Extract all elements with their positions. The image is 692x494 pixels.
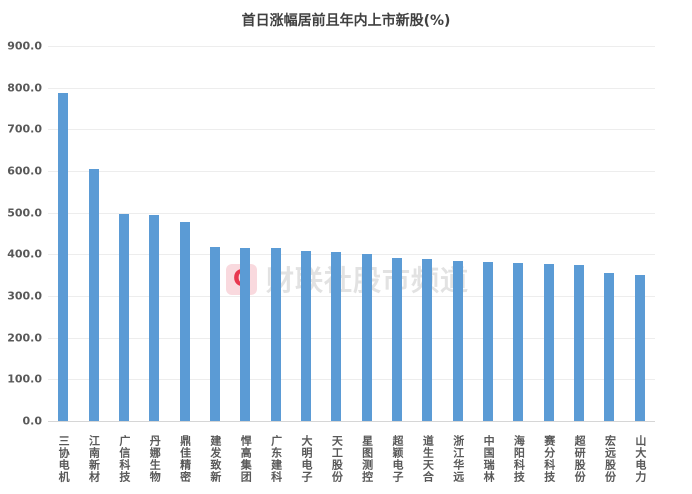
x-tick-label: 中国瑞林 bbox=[482, 435, 496, 483]
y-tick-label: 0.0 bbox=[22, 414, 43, 428]
x-tick-label: 天工股份 bbox=[330, 435, 344, 483]
gridline bbox=[48, 129, 655, 131]
gridline bbox=[48, 296, 655, 297]
bar-宏远股份 bbox=[604, 273, 615, 421]
bar-道生天合 bbox=[422, 259, 433, 421]
bar-超研股份 bbox=[574, 265, 585, 421]
gridline bbox=[48, 212, 655, 214]
bar-山大电力 bbox=[634, 275, 645, 421]
x-tick-label: 鼎佳精密 bbox=[178, 435, 192, 483]
bar-星图测控 bbox=[361, 254, 372, 421]
x-tick-label: 星图测控 bbox=[360, 435, 374, 483]
x-tick-label: 三协电机 bbox=[57, 435, 71, 483]
watermark: C 财联社股市频道 bbox=[226, 263, 469, 297]
x-axis: 三协电机 江南新材 广信科技 丹娜生物 鼎佳精密 建发致新 悍高集团 广东建科 大明电子 天工股份… bbox=[48, 427, 655, 493]
x-tick-label: 道生天合 bbox=[421, 435, 435, 483]
y-tick-label: 900.0 bbox=[7, 39, 42, 53]
y-tick-label: 200.0 bbox=[7, 331, 42, 345]
gridline bbox=[48, 87, 655, 89]
bar-建发致新 bbox=[209, 247, 220, 421]
y-axis: 900.0 800.0 700.0 600.0 500.0 400.0 300.0 200.0… bbox=[0, 0, 42, 494]
y-tick-label: 800.0 bbox=[7, 81, 42, 95]
bar-悍高集团 bbox=[240, 248, 251, 421]
gridline bbox=[48, 171, 655, 172]
x-tick-label: 山大电力 bbox=[633, 435, 647, 483]
bar-广东建科 bbox=[270, 248, 281, 421]
x-tick-label: 江南新材 bbox=[87, 435, 101, 483]
y-tick-label: 300.0 bbox=[7, 289, 42, 303]
y-tick-label: 100.0 bbox=[7, 372, 42, 386]
bar-三协电机 bbox=[58, 93, 69, 421]
bar-丹娜生物 bbox=[149, 215, 160, 421]
y-tick-label: 500.0 bbox=[7, 206, 42, 220]
bar-天工股份 bbox=[331, 252, 342, 421]
bar-超颖电子 bbox=[392, 258, 403, 421]
x-tick-label: 超颖电子 bbox=[391, 435, 405, 483]
chart-title: 首日涨幅居前且年内上市新股(%) bbox=[241, 13, 451, 29]
y-tick-label: 400.0 bbox=[7, 247, 42, 261]
x-tick-label: 悍高集团 bbox=[239, 435, 253, 483]
gridline bbox=[48, 379, 655, 381]
gridline bbox=[48, 254, 655, 256]
bar-广信科技 bbox=[118, 214, 129, 421]
x-tick-label: 浙江华远 bbox=[451, 435, 465, 483]
x-tick-label: 丹娜生物 bbox=[148, 435, 162, 483]
x-tick-label: 赛分科技 bbox=[542, 435, 556, 483]
x-tick-label: 广东建科 bbox=[269, 435, 283, 483]
bar-大明电子 bbox=[300, 251, 311, 421]
gridline bbox=[48, 46, 655, 47]
bar-赛分科技 bbox=[543, 264, 554, 421]
bar-中国瑞林 bbox=[483, 262, 494, 421]
bar-海阳科技 bbox=[513, 263, 524, 421]
x-tick-label: 建发致新 bbox=[208, 435, 222, 483]
bar-鼎佳精密 bbox=[179, 222, 190, 421]
bar-江南新材 bbox=[88, 169, 99, 421]
x-tick-label: 海阳科技 bbox=[512, 435, 526, 483]
x-tick-label: 宏远股份 bbox=[603, 435, 617, 483]
y-tick-label: 600.0 bbox=[7, 164, 42, 178]
plot-area bbox=[48, 46, 655, 422]
y-tick-label: 700.0 bbox=[7, 122, 42, 136]
x-tick-label: 广信科技 bbox=[117, 435, 131, 483]
bar-浙江华远 bbox=[452, 261, 463, 421]
gridline bbox=[48, 337, 655, 339]
x-tick-label: 超研股份 bbox=[573, 435, 587, 483]
x-tick-label: 大明电子 bbox=[299, 435, 313, 483]
